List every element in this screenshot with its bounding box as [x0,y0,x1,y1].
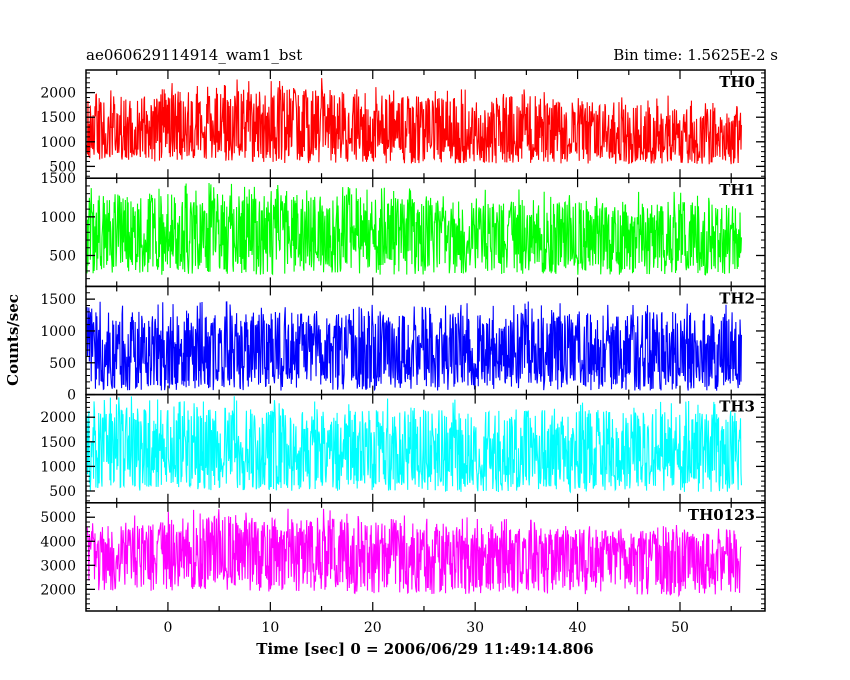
series-line-th0 [86,78,742,165]
x-tick-label: 30 [466,620,484,636]
y-tick-label: 5000 [40,510,76,526]
series-line-th3 [86,396,742,494]
y-tick-label: 0 [67,388,76,404]
y-tick-label: 500 [49,159,76,175]
file-name-title: ae060629114914_wam1_bst [86,46,302,64]
y-tick-label: 1500 [40,110,76,126]
panel-frame [85,502,766,612]
x-tick-label: 0 [163,620,172,636]
bin-time-label: Bin time: 1.5625E-2 s [613,46,778,64]
x-tick-label: 50 [671,620,689,636]
x-axis-label: Time [sec] 0 = 2006/06/29 11:49:14.806 [256,640,593,658]
y-tick-label: 1000 [40,459,76,475]
series-line-th0123 [86,508,742,598]
y-tick-label: 1500 [40,435,76,451]
panel-th0123: 2000 3000 4000 5000 TH0123 [40,502,766,612]
y-tick-label: 2000 [40,410,76,426]
series-line-th2 [86,301,742,392]
y-axis-label: Counts/sec [4,294,22,386]
panel-label: TH1 [719,181,755,199]
x-tick-label: 40 [569,620,587,636]
panel-th1: 500 1000 1500 TH1 [40,171,766,288]
panel-th0: 500 1000 1500 2000 TH0 [40,69,766,179]
y-tick-label: 1500 [40,171,76,187]
x-tick-label: 10 [261,620,279,636]
x-tick-label: 20 [364,620,382,636]
y-tick-label: 1000 [40,135,76,151]
y-tick-label: 1500 [40,292,76,308]
x-axis: 0 10 20 30 40 50 [163,620,688,636]
series-line-th1 [86,183,742,276]
y-tick-label: 1000 [40,210,76,226]
panel-label: TH3 [719,398,755,416]
y-tick-label: 3000 [40,558,76,574]
panel-th3: 500 1000 1500 2000 TH3 [40,393,766,504]
y-tick-label: 2000 [40,582,76,598]
y-tick-label: 2000 [40,86,76,102]
panel-label: TH2 [719,289,755,307]
panels-group: 500 1000 1500 2000 TH0 500 1000 1500 TH1 0 500 1000… [40,69,766,612]
y-tick-label: 500 [49,356,76,372]
y-tick-label: 500 [49,248,76,264]
panel-label: TH0123 [688,506,755,524]
panel-label: TH0 [719,73,755,91]
panel-th2: 0 500 1000 1500 TH2 [40,285,766,404]
y-tick-label: 4000 [40,534,76,550]
y-tick-label: 1000 [40,324,76,340]
y-tick-label: 500 [49,484,76,500]
